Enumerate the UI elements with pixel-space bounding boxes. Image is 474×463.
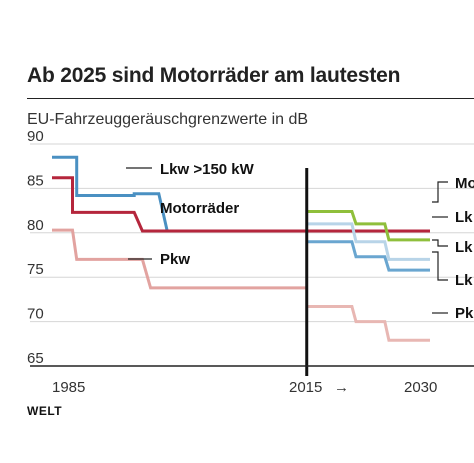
series-line-1 xyxy=(52,176,430,233)
right-label-pk: Pk xyxy=(455,305,474,322)
bracket-lk3 xyxy=(432,251,448,281)
welt-logo: WELT xyxy=(27,404,63,418)
inline-labels: Lkw >150 kW Motorräder Pkw xyxy=(126,161,255,268)
chart-title: Ab 2025 sind Motorräder am lautesten xyxy=(27,64,401,87)
x-tick-2030: 2030 xyxy=(404,379,437,396)
y-tick-85: 85 xyxy=(27,172,44,189)
label-pkw: Pkw xyxy=(160,251,190,268)
series-line-4 xyxy=(306,222,430,261)
series-line-6 xyxy=(306,305,430,342)
right-label-lk1: Lk xyxy=(455,209,473,226)
title-rule xyxy=(27,98,474,99)
x-axis-ticks: 1985 2015 → 2030 xyxy=(52,379,437,396)
right-label-lk3: Lk xyxy=(455,272,473,289)
x-tick-2015: 2015 xyxy=(289,379,322,396)
right-label-lk2: Lk xyxy=(455,239,473,256)
bracket-mo xyxy=(432,181,448,203)
y-axis-ticks: 90 85 80 75 70 65 xyxy=(27,128,44,367)
series-line-2 xyxy=(52,228,307,290)
bracket-lk2 xyxy=(432,239,448,247)
y-tick-65: 65 xyxy=(27,350,44,367)
series-lines xyxy=(52,155,430,342)
label-motorraeder: Motorräder xyxy=(160,200,239,217)
right-labels: Mo Lk Lk Lk Pk xyxy=(432,175,474,322)
y-tick-80: 80 xyxy=(27,217,44,234)
series-line-5 xyxy=(306,240,430,272)
y-tick-90: 90 xyxy=(27,128,44,145)
series-line-0 xyxy=(52,155,169,231)
y-tick-70: 70 xyxy=(27,306,44,323)
right-label-mo: Mo xyxy=(455,175,474,192)
x-arrow: → xyxy=(334,379,349,396)
chart-subtitle: EU-Fahrzeuggeräuschgrenzwerte in dB xyxy=(27,111,309,128)
x-tick-1985: 1985 xyxy=(52,379,85,396)
label-lkw-150kw: Lkw >150 kW xyxy=(160,161,255,178)
series-line-3 xyxy=(306,210,430,242)
y-tick-75: 75 xyxy=(27,261,44,278)
